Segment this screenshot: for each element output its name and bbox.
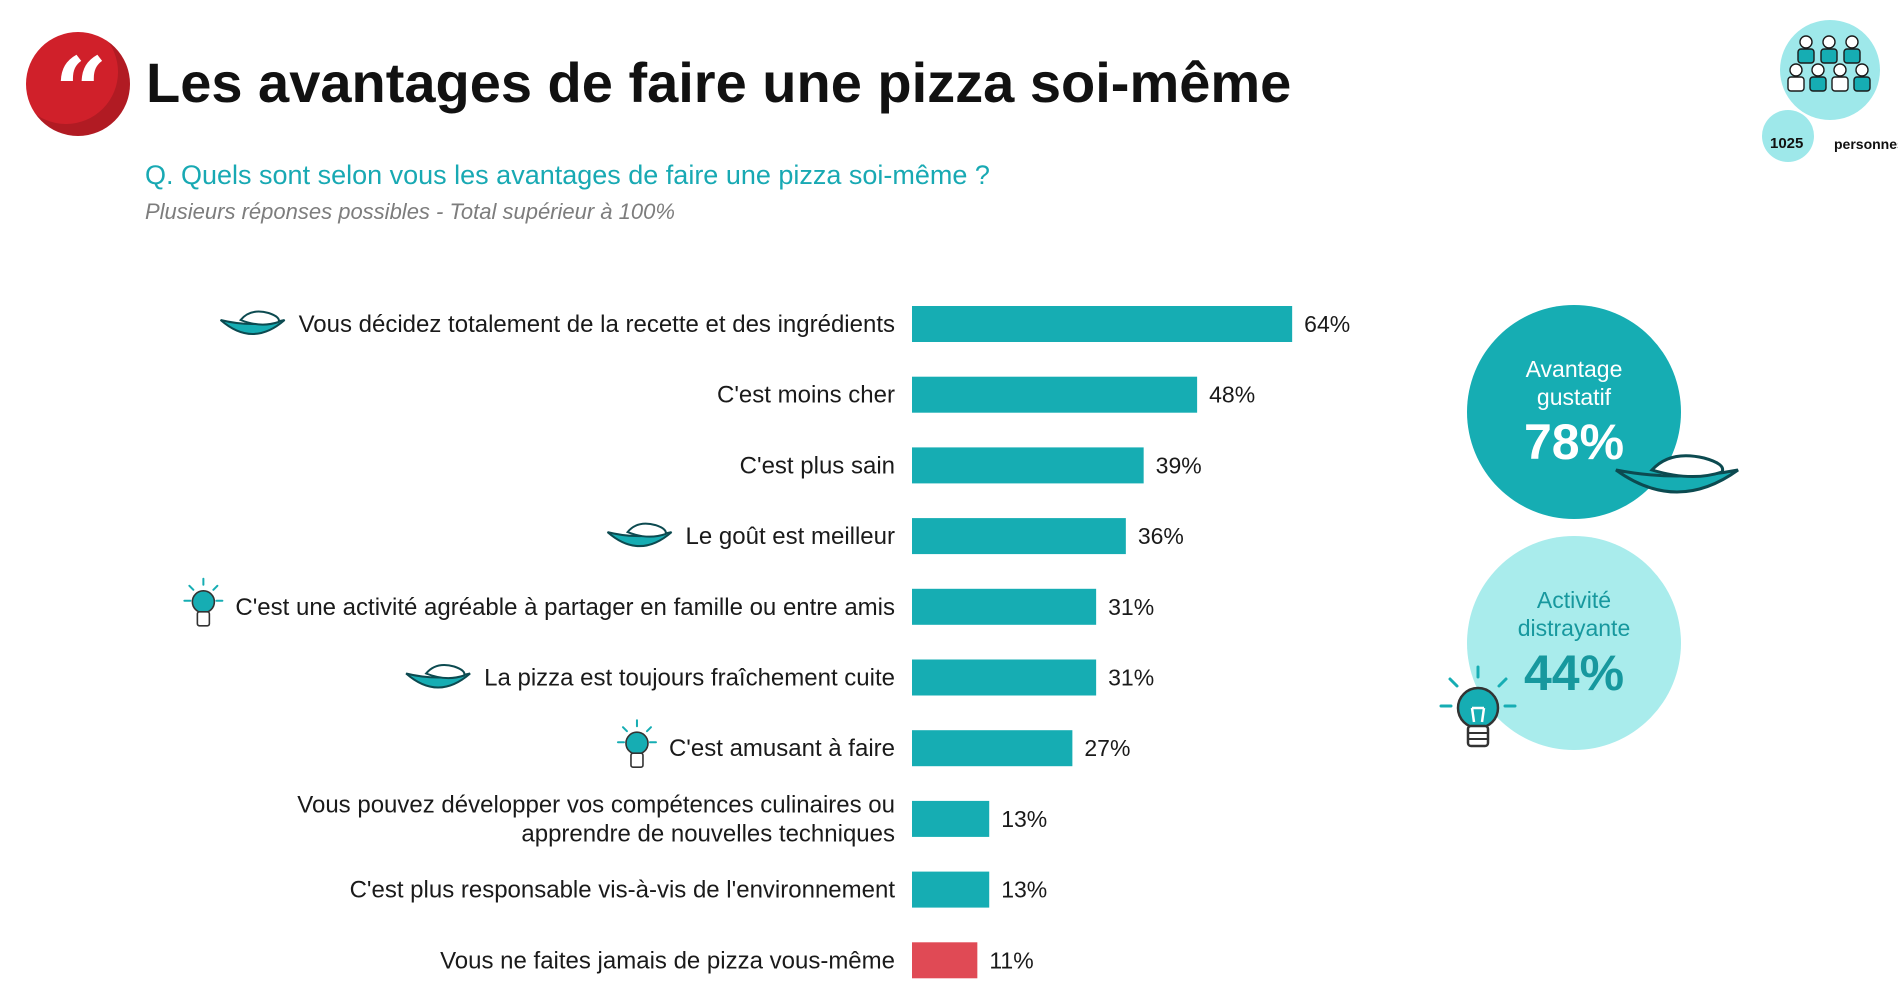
- quote-icon: “: [26, 32, 130, 136]
- category-label: Vous pouvez développer vos compétences c…: [297, 791, 895, 847]
- sample-unit: personnes: [1834, 136, 1898, 152]
- question-text: Q. Quels sont selon vous les avantages d…: [145, 160, 990, 190]
- value-label: 27%: [1084, 735, 1130, 761]
- value-label: 31%: [1108, 594, 1154, 620]
- summary-fun-label: Activité distrayante: [1517, 587, 1631, 641]
- value-label: 48%: [1209, 382, 1255, 408]
- category-label: C'est plus sain: [740, 452, 895, 479]
- summary-fun-value: 44%: [1523, 645, 1625, 701]
- question-note: Plusieurs réponses possibles - Total sup…: [145, 199, 675, 224]
- bar: [912, 730, 1073, 767]
- category-label: C'est plus responsable vis-à-vis de l'en…: [350, 877, 896, 904]
- value-label: 11%: [989, 947, 1033, 973]
- lightbulb-icon: [183, 577, 224, 627]
- bar: [912, 447, 1144, 484]
- summary-taste-label: Avantage gustatif: [1525, 356, 1623, 410]
- value-label: 13%: [1001, 806, 1047, 832]
- pizza-icon: [1615, 454, 1739, 494]
- bar: [912, 800, 990, 837]
- lightbulb-icon: [1439, 665, 1517, 748]
- bar: [912, 588, 1097, 625]
- lightbulb-icon: [616, 719, 657, 769]
- page-title: Les avantages de faire une pizza soi-mêm…: [146, 51, 1292, 114]
- pizza-icon: [219, 310, 286, 335]
- bar: [912, 871, 990, 908]
- category-label: C'est amusant à faire: [669, 735, 895, 762]
- summary-fun-circle: Activité distrayante 44%: [1467, 536, 1681, 750]
- pizza-icon: [405, 664, 471, 689]
- value-label: 36%: [1138, 523, 1184, 549]
- category-label: C'est une activité agréable à partager e…: [235, 594, 895, 621]
- sample-count: 1025: [1770, 135, 1804, 152]
- pizza-icon: [606, 522, 673, 547]
- bar: [912, 306, 1293, 342]
- bar-chart: 64% Vous décidez totalement de la recette…: [183, 306, 1350, 979]
- sample-size-badge: 1025 personnes: [1750, 20, 1898, 162]
- value-label: 39%: [1156, 452, 1202, 478]
- category-label: Vous ne faites jamais de pizza vous-même: [440, 947, 895, 974]
- summary-taste-value: 78%: [1523, 414, 1625, 470]
- category-label: Le goût est meilleur: [686, 523, 895, 550]
- bar: [912, 942, 978, 979]
- category-label: La pizza est toujours fraîchement cuite: [484, 665, 895, 692]
- category-label: C'est moins cher: [717, 382, 895, 409]
- category-label: Vous décidez totalement de la recette et…: [299, 311, 895, 338]
- people-group-icon: [1787, 35, 1871, 92]
- value-label: 64%: [1304, 311, 1350, 337]
- value-label: 13%: [1001, 877, 1047, 903]
- bar: [912, 659, 1097, 696]
- bar: [912, 376, 1198, 413]
- bar: [912, 518, 1126, 555]
- value-label: 31%: [1108, 665, 1154, 691]
